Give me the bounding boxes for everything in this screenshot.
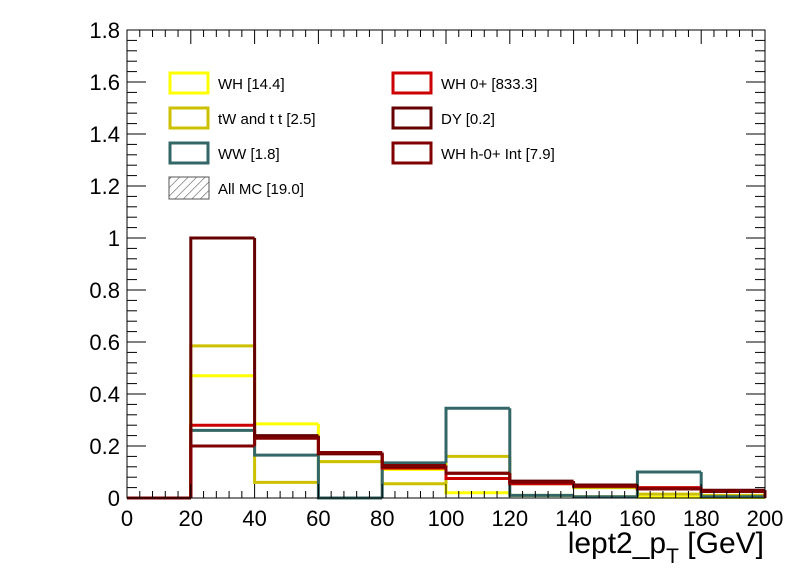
legend-entry: WW [1.8] [168,141,280,165]
legend-entry: WH 0+ [833.3] [391,71,537,95]
x-tick-label: 200 [747,506,784,531]
histogram-bin [508,473,574,484]
y-tick-label: 0.4 [89,382,120,407]
legend-swatch [168,141,210,165]
y-tick-label: 1.4 [89,122,120,147]
x-axis-label: lept2_pT [GeV] [568,527,764,568]
legend-label: DY [0.2] [441,111,495,128]
x-tick-label: 120 [491,506,528,531]
x-tick-label: 20 [179,506,203,531]
y-tick-label: 1.8 [89,18,120,43]
legend-swatch [391,106,433,130]
x-tick-label: 60 [306,506,330,531]
y-tick-label: 1.2 [89,174,120,199]
histogram-bin [380,452,446,467]
series-5 [127,436,767,500]
legend: WH [14.4] tW and t t [2.5] WW [1.8] All MC … [168,71,555,200]
histogram-bin [253,238,319,438]
histogram-bin [635,495,702,499]
histogram-bin [444,465,510,475]
legend-entry: All MC [19.0] [168,176,304,200]
x-tick-label: 140 [555,506,592,531]
legend-label: WH 0+ [833.3] [441,76,537,93]
x-tick-label: 100 [428,506,465,531]
histogram-bin [189,236,255,498]
legend-swatch [391,71,433,95]
y-tick-label: 0.2 [89,434,120,459]
legend-label: WH h-0+ Int [7.9] [441,146,555,163]
legend-swatch-hatch [168,176,210,200]
y-tick-label: 0.6 [89,330,120,355]
legend-swatch [391,141,433,165]
legend-entry: tW and t t [2.5] [168,106,316,130]
legend-entry: DY [0.2] [391,106,495,130]
axes-layer: 0 20 40 60 80 100 120 140 160 180 200 0 0.2 0.4 0.6 0.8… [89,18,783,531]
legend-entry: WH h-0+ Int [7.9] [391,141,555,165]
legend-entry: WH [14.4] [168,71,285,95]
x-tick-label: 40 [242,506,266,531]
y-tick-label: 0 [108,486,120,511]
legend-label: All MC [19.0] [218,181,304,198]
histogram-bin [253,436,319,446]
legend-label: WH [14.4] [218,76,285,93]
histogram-bin [572,495,638,499]
x-tick-label: 80 [370,506,394,531]
histogram-bin [444,406,510,463]
legend-swatch [168,71,210,95]
histogram-bin [316,438,383,454]
legend-label: WW [1.8] [218,146,280,163]
histogram-bin [189,444,255,498]
x-tick-label: 180 [683,506,720,531]
y-tick-label: 1 [108,226,120,251]
y-tick-label: 1.6 [89,70,120,95]
x-tick-label: 160 [619,506,656,531]
legend-swatch [168,106,210,130]
y-tick-label: 0.8 [89,278,120,303]
legend-label: tW and t t [2.5] [218,111,316,128]
x-tick-label: 0 [121,506,133,531]
